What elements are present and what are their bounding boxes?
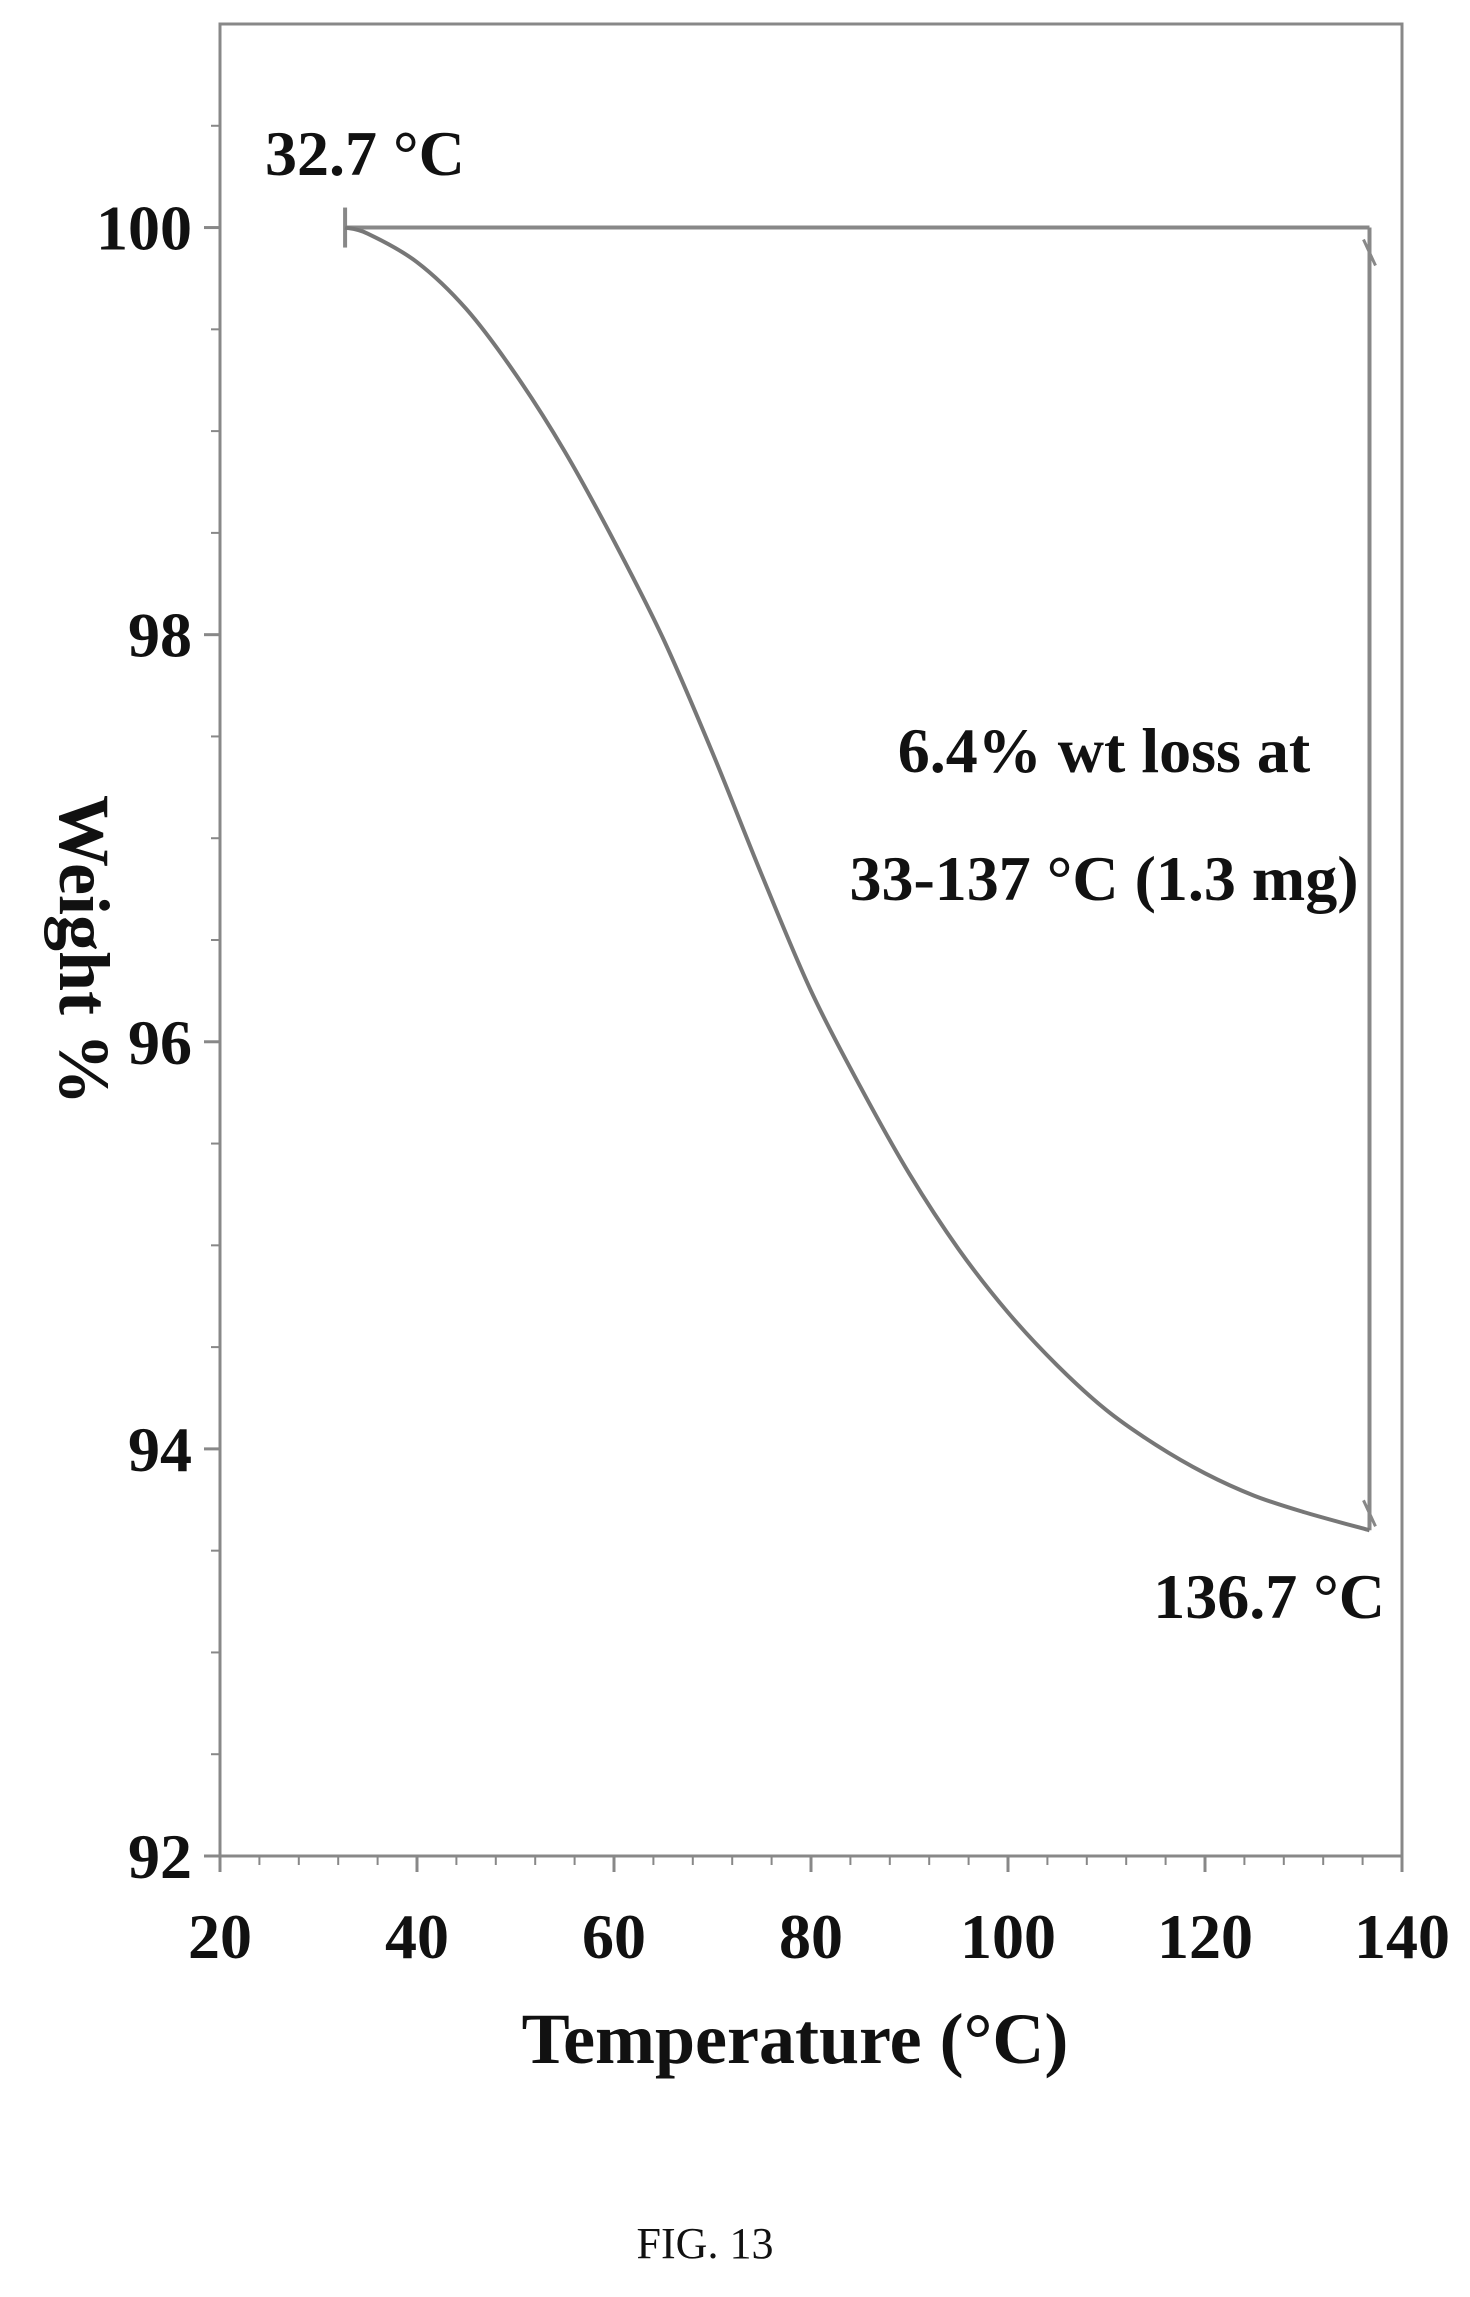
annotation-end-temp: 136.7 °C	[1153, 1561, 1385, 1632]
x-tick-label: 100	[960, 1901, 1056, 1972]
x-axis-ticks: 20 40 60 80 100 120 140	[188, 1856, 1450, 1972]
figure-caption: FIG. 13	[637, 2219, 774, 2268]
x-tick-label: 140	[1354, 1901, 1450, 1972]
annotation-weight-loss-line2: 33-137 °C (1.3 mg)	[849, 843, 1358, 914]
x-axis-title: Temperature (°C)	[522, 1999, 1069, 2079]
y-tick-label: 96	[128, 1007, 192, 1078]
marker-top-right-tick	[1362, 238, 1377, 267]
y-tick-label: 100	[96, 193, 192, 264]
x-tick-label: 80	[779, 1901, 843, 1972]
annotation-weight-loss-line1: 6.4% wt loss at	[898, 715, 1311, 786]
y-tick-label: 94	[128, 1414, 192, 1485]
marker-bottom-right-tick	[1362, 1499, 1377, 1527]
x-tick-label: 40	[385, 1901, 449, 1972]
y-tick-label: 98	[128, 600, 192, 671]
y-axis-title: Weight %	[44, 795, 124, 1105]
y-axis-ticks: 92 94 96 98 100	[96, 124, 220, 1892]
step-marker	[343, 207, 1377, 1531]
y-tick-label: 92	[128, 1821, 192, 1892]
annotation-start-temp: 32.7 °C	[265, 118, 465, 189]
x-tick-label: 60	[582, 1901, 646, 1972]
x-tick-label: 120	[1157, 1901, 1253, 1972]
x-tick-label: 20	[188, 1901, 252, 1972]
weight-curve	[344, 225, 1371, 1533]
